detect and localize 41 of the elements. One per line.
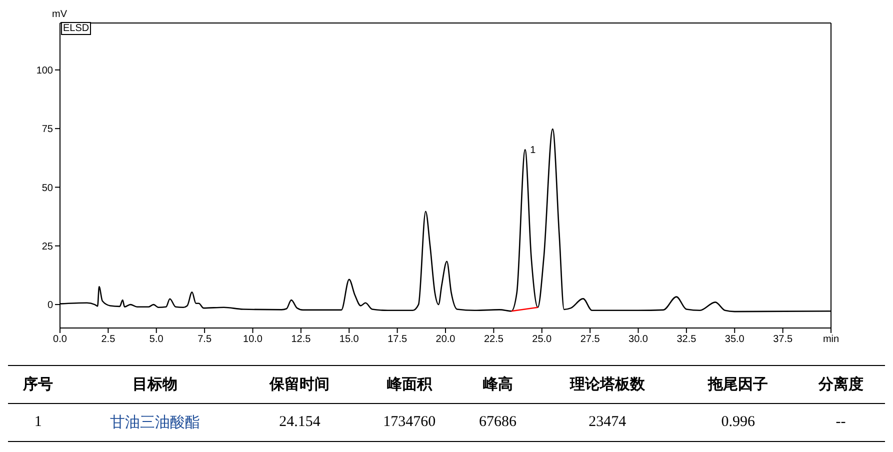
annotation: 1 <box>530 145 536 156</box>
y-tick-label: 50 <box>42 182 54 194</box>
y-tick-label: 75 <box>42 124 54 136</box>
text: 峰高 <box>482 374 514 395</box>
x-tick-label: 5.0 <box>149 334 164 346</box>
x-tick-label: 30.0 <box>628 334 648 346</box>
y-axis-title: mV <box>52 9 67 20</box>
label-box: ELSD <box>61 22 92 35</box>
x-tick-label: 37.5 <box>773 334 793 346</box>
text: 0.996 <box>720 413 756 432</box>
text: 保留时间 <box>268 374 331 395</box>
x-tick-label: 25.0 <box>532 334 552 346</box>
x-tick-label: 0.0 <box>53 334 68 346</box>
y-tick-label: 100 <box>36 65 54 76</box>
x-tick-label: 17.5 <box>388 334 408 346</box>
x-tick-label: 20.0 <box>436 334 456 346</box>
x-tick-label: 7.5 <box>198 334 212 346</box>
text: -- <box>834 413 847 432</box>
text: 分离度 <box>817 374 864 395</box>
x-tick-label: 27.5 <box>580 334 600 346</box>
x-tick-label: 32.5 <box>676 334 697 346</box>
text: 1 <box>33 413 43 432</box>
x-tick-label: 15.0 <box>339 334 360 346</box>
text: 23474 <box>588 413 628 432</box>
text: 甘油三油酸酯 <box>108 414 201 433</box>
text: 峰面积 <box>386 374 434 395</box>
x-tick-label: 22.5 <box>484 334 504 346</box>
y-tick-label: 0 <box>47 300 54 312</box>
text: 序号 <box>22 374 54 395</box>
text: 24.154 <box>278 413 322 432</box>
text: 1734760 <box>382 413 437 432</box>
text: 67686 <box>478 413 518 432</box>
text: 目标物 <box>131 374 178 395</box>
x-tick-label: 35.0 <box>724 334 745 346</box>
x-tick-label: min <box>822 334 840 346</box>
text: 理论塔板数 <box>568 374 646 395</box>
y-tick-label: 25 <box>42 241 54 252</box>
text: 拖尾因子 <box>706 374 770 395</box>
x-tick-label: 12.5 <box>291 334 312 346</box>
x-tick-label: 2.5 <box>101 334 116 346</box>
x-tick-label: 10.0 <box>243 334 263 346</box>
